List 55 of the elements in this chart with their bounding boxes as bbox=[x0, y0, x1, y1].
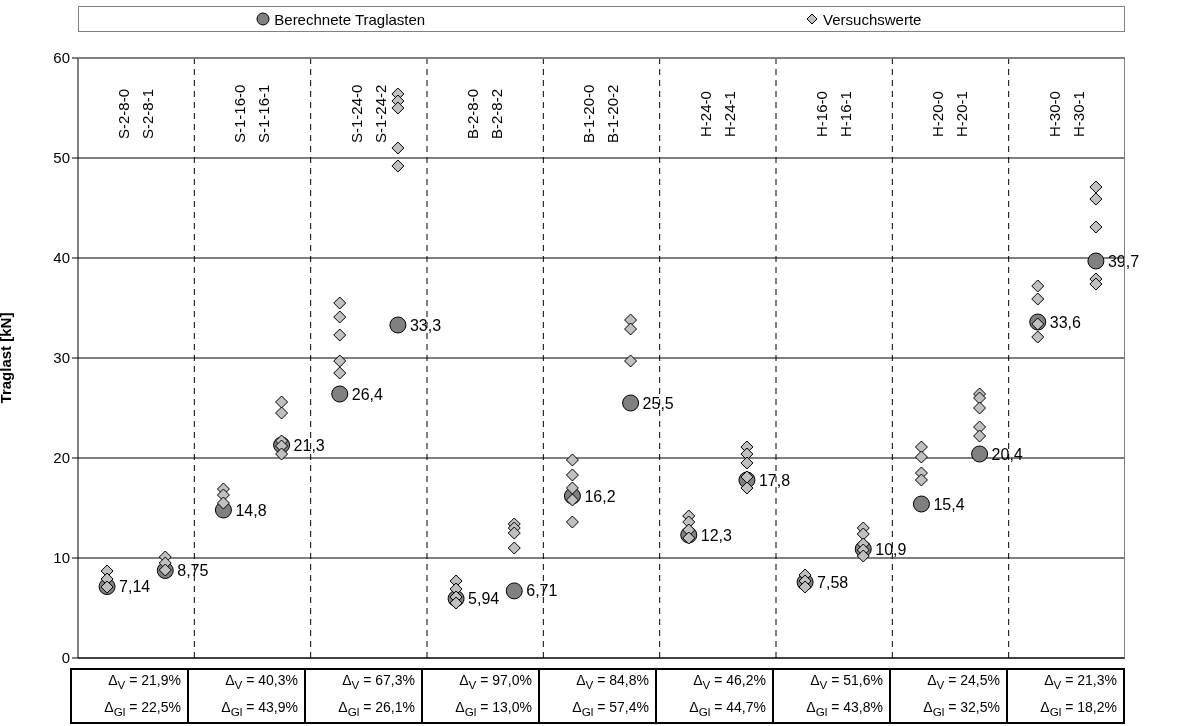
data-label: 16,2 bbox=[584, 487, 616, 505]
data-label: 33,6 bbox=[1049, 313, 1081, 331]
data-label: 6,71 bbox=[526, 582, 558, 600]
text: Δ$_{Gl}$ = 22,5% bbox=[104, 698, 181, 720]
text: Δ$_{Gl}$ = 57,4% bbox=[572, 698, 649, 720]
data-label: 14,8 bbox=[235, 501, 267, 519]
text: Δ$_{V}$ = 97,0% bbox=[459, 671, 532, 693]
text: Δ$_{Gl}$ = 26,1% bbox=[338, 698, 415, 720]
annotation: B-1-20-0 B-1-20-2 bbox=[579, 83, 623, 146]
text: Δ$_{V}$ = 51,6% bbox=[810, 671, 883, 693]
data-label: 15,4 bbox=[933, 495, 965, 513]
data-label: 7,58 bbox=[817, 573, 849, 591]
text: Δ$_{V}$ = 21,9% bbox=[108, 671, 181, 693]
y-tick-label: 10 bbox=[53, 549, 70, 567]
annotation: S-2-8-0 S-2-8-1 bbox=[114, 88, 158, 141]
legend-label: Versuchswerte bbox=[823, 10, 922, 28]
data-label: 12,3 bbox=[700, 526, 732, 544]
text: Δ$_{Gl}$ = 43,9% bbox=[221, 698, 298, 720]
text: Δ$_{Gl}$ = 32,5% bbox=[923, 698, 1000, 720]
annotation: H-30-0 H-30-1 bbox=[1044, 90, 1088, 139]
y-tick-label: 60 bbox=[53, 49, 70, 67]
data-label: 10,9 bbox=[875, 540, 907, 558]
annotation: S-1-24-0 S-1-24-2 bbox=[346, 83, 390, 146]
annotation: B-2-8-0 B-2-8-2 bbox=[463, 88, 507, 141]
text: Δ$_{V}$ = 21,3% bbox=[1044, 671, 1117, 693]
data-label: 26,4 bbox=[351, 385, 383, 403]
annotation: H-24-0 H-24-1 bbox=[695, 90, 739, 139]
text: Δ$_{Gl}$ = 13,0% bbox=[455, 698, 532, 720]
y-tick-label: 20 bbox=[53, 449, 70, 467]
data-label: 17,8 bbox=[758, 471, 791, 489]
data-label: 25,5 bbox=[642, 394, 674, 412]
y-tick-label: 50 bbox=[53, 149, 70, 167]
annotation: S-1-16-0 S-1-16-1 bbox=[230, 83, 274, 146]
text: Δ$_{V}$ = 84,8% bbox=[576, 671, 649, 693]
data-label: 5,94 bbox=[468, 590, 500, 608]
y-axis-title: Traglast [kN] bbox=[0, 312, 15, 404]
y-tick-label: 30 bbox=[53, 349, 70, 367]
annotation: H-16-0 H-16-1 bbox=[812, 90, 856, 139]
data-label: 8,75 bbox=[177, 562, 209, 579]
text: Δ$_{Gl}$ = 18,2% bbox=[1040, 698, 1117, 720]
text: Δ$_{Gl}$ = 43,8% bbox=[806, 698, 883, 720]
text: Δ$_{V}$ = 46,2% bbox=[693, 671, 766, 693]
text: Δ$_{V}$ = 67,3% bbox=[342, 671, 415, 693]
annotation: H-20-0 H-20-1 bbox=[928, 90, 972, 139]
data-label: 39,7 bbox=[1107, 252, 1140, 270]
data-label: 20,4 bbox=[991, 445, 1023, 463]
y-tick-label: 40 bbox=[53, 249, 70, 267]
y-tick-label: 0 bbox=[61, 649, 70, 667]
data-label: 33,3 bbox=[409, 316, 442, 334]
text: Δ$_{V}$ = 24,5% bbox=[927, 671, 1000, 693]
text: Δ$_{V}$ = 40,3% bbox=[225, 671, 298, 693]
data-label: 21,3 bbox=[293, 436, 325, 454]
data-label: 7,14 bbox=[119, 578, 151, 596]
legend-label: Berechnete Traglasten bbox=[274, 10, 426, 28]
text: Δ$_{Gl}$ = 44,7% bbox=[689, 698, 766, 720]
